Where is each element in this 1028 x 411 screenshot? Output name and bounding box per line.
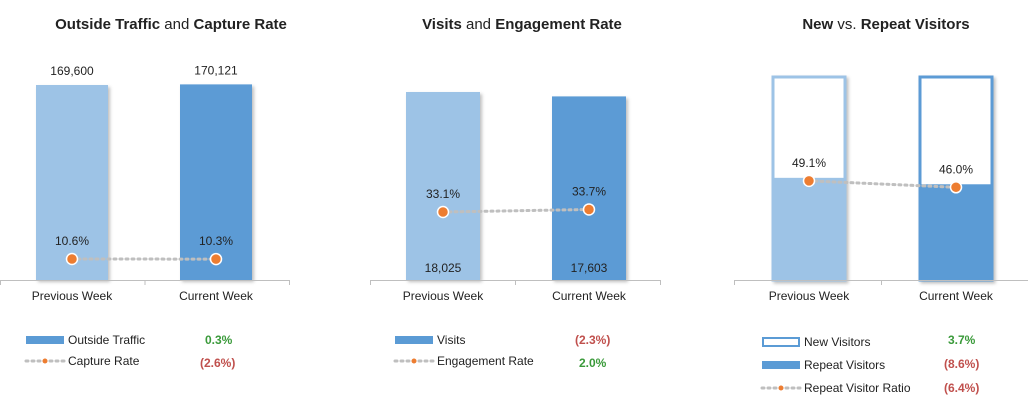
legend-label: Outside Traffic (68, 333, 146, 347)
bar (180, 84, 252, 280)
swatch-rect (395, 336, 433, 344)
legend-label: Engagement Rate (437, 354, 534, 368)
legend-bar-swatch (762, 361, 800, 369)
bar (36, 84, 108, 280)
bar-value-label: 17,603 (571, 261, 608, 275)
legend-line-swatch (760, 385, 802, 391)
title-part1: Visits (422, 16, 462, 33)
ratio-point (436, 205, 450, 219)
change-value: (6.4%) (944, 381, 980, 395)
change-value: 0.3% (205, 333, 233, 347)
line-value-label: 10.6% (55, 234, 89, 248)
ratio-point (802, 174, 816, 188)
line-value-label: 10.3% (199, 234, 233, 248)
legend-label: Visits (437, 333, 466, 347)
swatch-rect (26, 336, 64, 344)
chart-title: Visits and Engagement Rate (351, 16, 693, 33)
title-part2: Repeat Visitors (860, 16, 970, 33)
chart-visits: 18,025 17,603 33.1% 33.7% Previous Week Curre… (370, 92, 661, 303)
ratio-point (582, 203, 596, 216)
change-value: (2.3%) (575, 333, 611, 347)
swatch-dot (42, 358, 48, 364)
line-value-label: 33.1% (426, 187, 460, 201)
x-tick-label: Current Week (552, 289, 627, 303)
x-tick-label: Current Week (179, 289, 254, 303)
swatch-rect (762, 337, 800, 347)
x-tick-label: Current Week (919, 289, 994, 303)
title-part2: Capture Rate (193, 16, 287, 33)
swatch-dot (778, 385, 784, 391)
swatch-dot (411, 358, 417, 364)
legend-item-outside-traffic: Outside Traffic (24, 332, 145, 348)
line-value-label: 33.7% (572, 184, 606, 198)
chart-outside-traffic: 169,600 170,121 10.6% 10.3% Previous Week Cur… (0, 63, 290, 303)
bar (552, 96, 626, 280)
legend-label: Capture Rate (68, 354, 140, 368)
title-joiner: vs. (833, 16, 861, 33)
legend-bar-swatch (395, 336, 433, 344)
repeat-visitors-bar (772, 177, 846, 280)
title-joiner: and (160, 16, 194, 33)
x-tick-label: Previous Week (769, 289, 850, 303)
legend-item-new-visitors: New Visitors (760, 334, 870, 350)
panel-new-vs-repeat: New vs. Repeat Visitors 49.1% 46.0% Previo… (684, 0, 1028, 411)
title-part1: New (802, 16, 834, 33)
x-tick-label: Previous Week (32, 289, 113, 303)
chart-title: New vs. Repeat Visitors (714, 16, 1028, 33)
legend-line-swatch (393, 358, 435, 364)
bar (406, 92, 480, 280)
panel-outside-traffic: Outside Traffic and Capture Rate 169,600… (0, 0, 342, 411)
legend-label: New Visitors (804, 335, 871, 349)
legend-item-engagement-rate: Engagement Rate (393, 353, 534, 369)
swatch-rect (762, 361, 800, 369)
change-value: 2.0% (579, 356, 607, 370)
title-joiner: and (461, 16, 496, 33)
change-value: 3.7% (948, 333, 976, 347)
legend-item-repeat-visitors: Repeat Visitors (760, 357, 885, 373)
chart-title: Outside Traffic and Capture Rate (0, 16, 342, 33)
legend-outline-swatch (762, 337, 800, 347)
legend-label: Repeat Visitors (804, 358, 886, 372)
line-value-label: 46.0% (939, 162, 973, 176)
bar-value-label: 18,025 (425, 261, 462, 275)
line-value-label: 49.1% (792, 156, 826, 170)
legend-label: Repeat Visitor Ratio (804, 381, 911, 395)
legend-item-visits: Visits (393, 332, 465, 348)
ratio-line (807, 179, 958, 189)
ratio-point (65, 252, 79, 266)
legend-bar-swatch (26, 336, 64, 344)
legend-line-swatch (24, 358, 66, 364)
ratio-point (949, 181, 963, 194)
ratio-line (441, 207, 591, 214)
title-part2: Engagement Rate (495, 16, 622, 33)
legend-item-repeat-visitor-ratio: Repeat Visitor Ratio (760, 380, 911, 396)
change-value: (8.6%) (944, 357, 980, 371)
bar-value-label: 169,600 (50, 64, 94, 78)
legend-item-capture-rate: Capture Rate (24, 353, 139, 369)
title-part1: Outside Traffic (55, 16, 161, 33)
panel-visits: Visits and Engagement Rate 18,025 17,603 3… (342, 0, 684, 411)
x-tick-label: Previous Week (403, 289, 484, 303)
ratio-point (209, 252, 223, 266)
bar-value-label: 170,121 (194, 63, 238, 77)
repeat-visitors-bar (919, 184, 993, 280)
change-value: (2.6%) (200, 356, 236, 370)
chart-new-vs-repeat: 49.1% 46.0% Previous Week Current Week (734, 75, 1028, 303)
